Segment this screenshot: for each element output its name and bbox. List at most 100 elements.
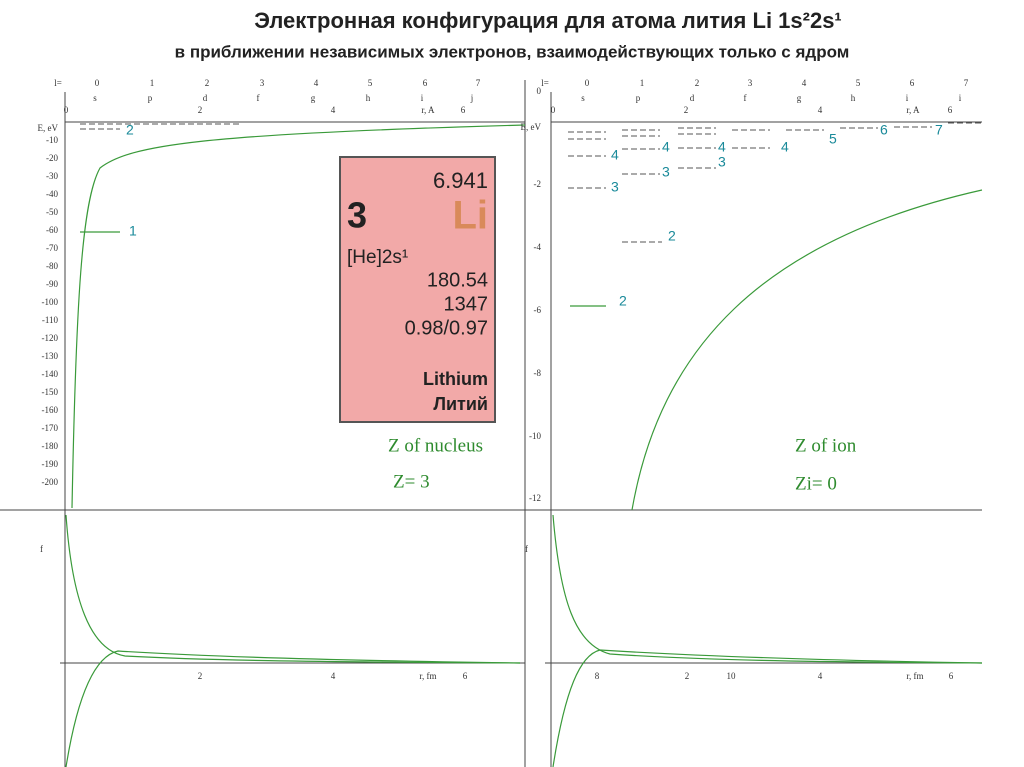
- orbital-letter: g: [797, 93, 802, 103]
- card-config: [He]2s¹: [347, 247, 408, 268]
- annotation: Z of ion: [795, 435, 857, 456]
- e-tick-label: -170: [42, 423, 59, 433]
- orbital-letter: g: [311, 93, 316, 103]
- e-tick-label: -4: [534, 242, 542, 252]
- annotation: Z of nucleus: [388, 435, 483, 456]
- card-value: 180.54: [427, 269, 488, 291]
- e-tick-label: -140: [42, 369, 59, 379]
- l-label: 2: [695, 78, 700, 88]
- orbital-letter: i: [421, 93, 424, 103]
- l-label: 4: [314, 78, 319, 88]
- annotation: Z= 3: [393, 471, 430, 492]
- l-label: 7: [964, 78, 969, 88]
- orbital-letter: d: [203, 93, 208, 103]
- card-name: Lithium: [423, 369, 488, 389]
- r-tick-label: 0: [551, 105, 556, 115]
- r-tick-label: 2: [684, 105, 689, 115]
- l-label: 6: [423, 78, 428, 88]
- orbital-letter: s: [581, 93, 585, 103]
- level-label: 6: [880, 122, 888, 138]
- l-label: 3: [260, 78, 265, 88]
- r-tick-label: 6: [463, 671, 468, 681]
- e-tick-label: -120: [42, 333, 59, 343]
- l-label: 0: [585, 78, 590, 88]
- l-label: 5: [856, 78, 861, 88]
- card-name: Литий: [433, 394, 488, 414]
- r-tick-label: r, A: [421, 105, 435, 115]
- l-label: 2: [205, 78, 210, 88]
- l-label: l=: [541, 78, 549, 88]
- e-tick-label: 0: [537, 86, 542, 96]
- l-label: 5: [368, 78, 373, 88]
- e-tick-label: -40: [46, 189, 58, 199]
- r-tick-label: 4: [818, 105, 823, 115]
- e-tick-label: -100: [42, 297, 59, 307]
- orbital-letter: j: [470, 93, 474, 103]
- orbital-letter: s: [93, 93, 97, 103]
- e-tick-label: E, eV: [38, 123, 59, 133]
- e-tick-label: -180: [42, 441, 59, 451]
- e-tick-label: -30: [46, 171, 58, 181]
- r-tick-label: 10: [727, 671, 737, 681]
- card-value: 0.98/0.97: [405, 317, 488, 339]
- card-mass: 6.941: [433, 168, 488, 193]
- l-label: 1: [150, 78, 155, 88]
- e-tick-label: -190: [42, 459, 59, 469]
- orbital-letter: d: [690, 93, 695, 103]
- level-label: 7: [935, 122, 943, 138]
- e-tick-label: -60: [46, 225, 58, 235]
- r-tick-label: 4: [331, 105, 336, 115]
- e-tick-label: -12: [529, 493, 541, 503]
- r-tick-label: 2: [685, 671, 690, 681]
- e-tick-label: E, eV: [521, 122, 542, 132]
- orbital-letter: f: [744, 93, 747, 103]
- level-label: 4: [718, 139, 726, 155]
- l-label: 6: [910, 78, 915, 88]
- level-label: 4: [662, 139, 670, 155]
- r-tick-label: 2: [198, 105, 203, 115]
- card-number: 3: [347, 195, 367, 236]
- r-tick-label: r, fm: [906, 671, 923, 681]
- card-value: 1347: [444, 293, 489, 315]
- r-tick-label: 2: [198, 671, 203, 681]
- level-label: 5: [829, 131, 837, 147]
- l-label: l=: [54, 78, 62, 88]
- e-tick-label: -200: [42, 477, 59, 487]
- e-tick-label: -150: [42, 387, 59, 397]
- level-label: 3: [718, 154, 726, 170]
- axis-label: f: [525, 544, 528, 554]
- e-tick-label: -90: [46, 279, 58, 289]
- orbital-letter: f: [257, 93, 260, 103]
- axis-label: f: [40, 544, 43, 554]
- level-label: 3: [662, 164, 670, 180]
- e-tick-label: -160: [42, 405, 59, 415]
- r-tick-label: 4: [818, 671, 823, 681]
- r-tick-label: 4: [331, 671, 336, 681]
- e-tick-label: -2: [534, 179, 542, 189]
- level-label: 2: [668, 228, 676, 244]
- e-tick-label: -130: [42, 351, 59, 361]
- orbital-letter: p: [636, 93, 641, 103]
- e-tick-label: -10: [529, 431, 541, 441]
- l-label: 0: [95, 78, 100, 88]
- orbital-letter: h: [366, 93, 371, 103]
- e-tick-label: -70: [46, 243, 58, 253]
- axes: [0, 80, 982, 767]
- title: Электронная конфигурация для атома лития…: [254, 8, 842, 33]
- orbital-letter: p: [148, 93, 153, 103]
- r-tick-label: 6: [949, 671, 954, 681]
- r-tick-label: r, A: [906, 105, 920, 115]
- subtitle: в приближении независимых электронов, вз…: [175, 42, 850, 61]
- l-label: 4: [802, 78, 807, 88]
- e-tick-label: -80: [46, 261, 58, 271]
- l-label: 1: [640, 78, 645, 88]
- level-label: 3: [611, 179, 619, 195]
- element-card: 6.941 3 Li [He]2s¹ 180.54 1347 0.98/0.97…: [339, 156, 496, 423]
- level-label: 2: [126, 122, 134, 138]
- level-label: 1: [129, 223, 137, 239]
- e-tick-label: -20: [46, 153, 58, 163]
- e-tick-label: -110: [42, 315, 59, 325]
- annotation: Zi= 0: [795, 473, 837, 494]
- r-tick-label: r, fm: [419, 671, 436, 681]
